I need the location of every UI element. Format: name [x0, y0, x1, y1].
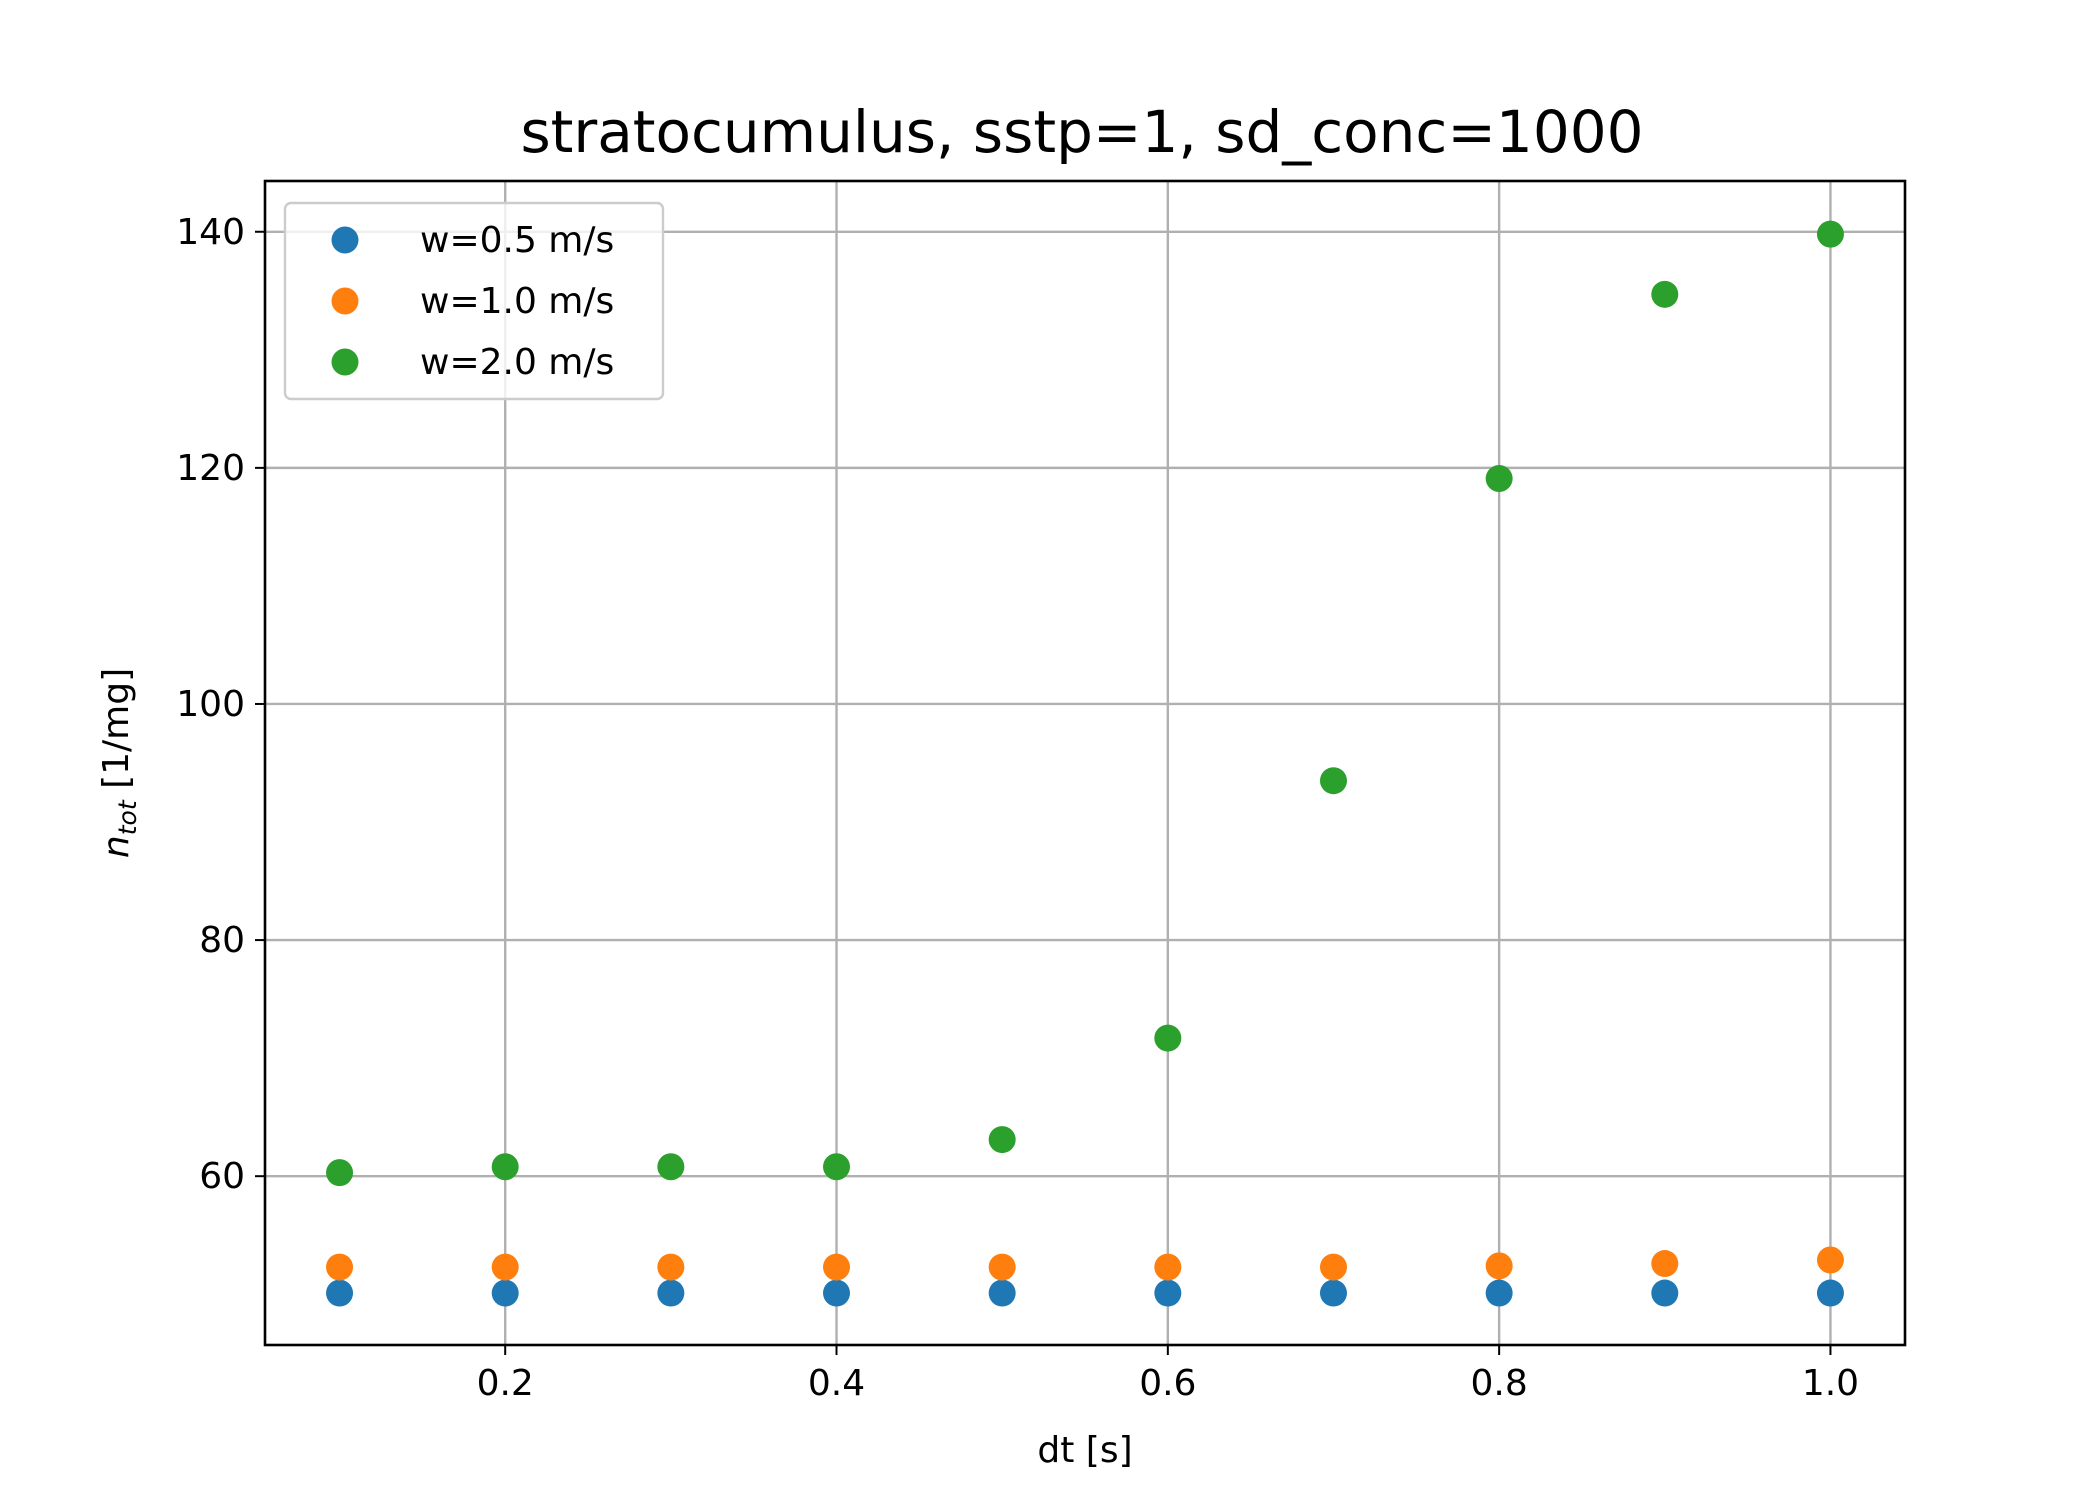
legend: w=0.5 m/s w=1.0 m/s w=2.0 m/s	[283, 201, 665, 401]
legend-marker	[331, 348, 359, 376]
y-axis-label-symbol: n	[96, 835, 137, 858]
plot-frame	[263, 179, 1907, 1347]
scatter-point	[491, 1153, 519, 1181]
scatter-point	[1485, 1252, 1513, 1280]
scatter-point	[326, 1159, 354, 1187]
legend-marker	[331, 287, 359, 315]
chart-title: stratocumulus, sstp=1, sd_conc=1000	[520, 98, 1643, 166]
scatter-point	[1319, 1279, 1347, 1307]
scatter-point	[491, 1279, 519, 1307]
series-2	[326, 1246, 1844, 1281]
scatter-point	[823, 1153, 851, 1181]
y-tick-label: 100	[176, 684, 245, 725]
legend-marker	[331, 226, 359, 254]
scatter-point	[491, 1253, 519, 1281]
scatter-point	[1816, 220, 1844, 248]
data-points	[326, 220, 1844, 1307]
scatter-point	[326, 1253, 354, 1281]
scatter-point	[823, 1253, 851, 1281]
x-tick-label: 0.6	[1139, 1363, 1196, 1404]
scatter-point	[988, 1253, 1016, 1281]
scatter-point	[1154, 1024, 1182, 1052]
scatter-point	[1651, 1279, 1679, 1307]
x-tick-label: 0.8	[1471, 1363, 1528, 1404]
legend-label: w=2.0 m/s	[420, 342, 614, 383]
scatter-point	[1154, 1279, 1182, 1307]
y-tick-label: 140	[176, 212, 245, 253]
legend-label: w=1.0 m/s	[420, 281, 614, 322]
x-axis-label: dt [s]	[1037, 1430, 1132, 1471]
scatter-point	[657, 1153, 685, 1181]
scatter-point	[1485, 1279, 1513, 1307]
y-axis-label-unit: [1/mg]	[96, 668, 137, 801]
x-axis-ticks: 0.2 0.4 0.6 0.8 1.0	[477, 1345, 1859, 1404]
legend-label: w=0.5 m/s	[420, 220, 614, 261]
y-axis-label-subscript: tot	[113, 799, 142, 835]
grid	[265, 181, 1905, 1345]
scatter-point	[1319, 767, 1347, 795]
scatter-point	[1651, 280, 1679, 308]
scatter-point	[1816, 1246, 1844, 1274]
scatter-point	[1485, 464, 1513, 492]
y-axis-label: ntot [1/mg]	[96, 668, 142, 858]
x-tick-label: 1.0	[1802, 1363, 1859, 1404]
y-tick-label: 60	[199, 1156, 245, 1197]
y-tick-label: 80	[199, 920, 245, 961]
x-tick-label: 0.2	[477, 1363, 534, 1404]
y-tick-label: 120	[176, 448, 245, 489]
scatter-point	[1319, 1253, 1347, 1281]
scatter-point	[988, 1279, 1016, 1307]
scatter-point	[988, 1126, 1016, 1154]
legend-box	[283, 201, 665, 401]
y-axis-ticks: 60 80 100 120 140	[176, 212, 265, 1197]
scatter-point	[1816, 1279, 1844, 1307]
scatter-point	[1651, 1250, 1679, 1278]
scatter-point	[823, 1279, 851, 1307]
scatter-point	[657, 1279, 685, 1307]
series-1	[326, 1279, 1844, 1307]
x-tick-label: 0.4	[808, 1363, 865, 1404]
scatter-point	[326, 1279, 354, 1307]
series-3	[326, 220, 1844, 1187]
scatter-point	[657, 1253, 685, 1281]
scatter-point	[1154, 1253, 1182, 1281]
